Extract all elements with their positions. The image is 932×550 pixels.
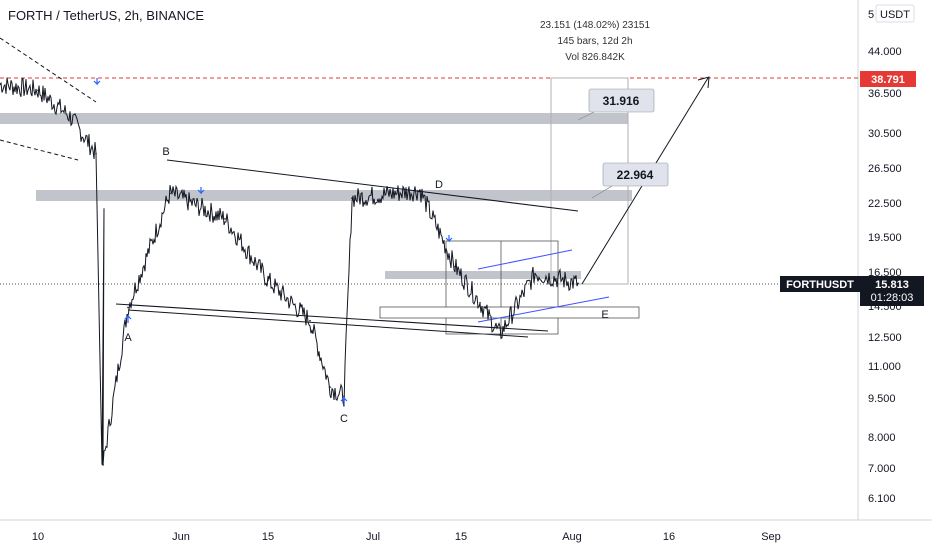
target-box-bg [588, 88, 655, 113]
price-tick-label: 11.000 [868, 361, 901, 373]
wave-label-a: A [124, 332, 132, 344]
symbol-tag [780, 276, 860, 292]
price-point [169, 192, 171, 195]
price-point [479, 302, 481, 304]
channel-dashed-upper [0, 37, 97, 103]
blue-channel-lower [477, 296, 610, 323]
price-point [419, 189, 421, 192]
time-tick-label: 10 [32, 531, 44, 543]
arrow-down-icon [197, 187, 205, 195]
price-point [577, 282, 579, 285]
price-point [499, 333, 501, 336]
time-tick-label: 15 [455, 531, 467, 543]
time-tick-label: Jun [172, 531, 190, 543]
resistance-zone-middle [36, 190, 632, 201]
price-point [534, 272, 536, 275]
price-point [309, 319, 311, 322]
price-tick-label: 26.500 [868, 163, 902, 175]
target-box-bg [602, 162, 669, 187]
price-series [0, 77, 579, 466]
time-tick-label: Sep [761, 531, 781, 543]
price-tick-label: 12.500 [868, 332, 902, 344]
price-tick-label: 7.000 [868, 463, 896, 475]
price-tick-label: 30.500 [868, 128, 902, 140]
current-price-tag [860, 276, 924, 306]
triangle-upper-line [166, 159, 579, 212]
currency-selector[interactable] [875, 4, 915, 23]
price-point [102, 463, 104, 466]
consolidation-box [445, 240, 559, 335]
resistance-zone-upper [0, 113, 628, 124]
arrow-up-icon [124, 314, 132, 323]
measure-volume: Vol 826.842K [565, 52, 625, 63]
triangle-lower-line [115, 303, 549, 332]
channel-dashed-lower [0, 139, 79, 161]
symbol-label: FORTHUSDT [786, 279, 854, 291]
target-price-label: 38.791 [871, 74, 905, 86]
measure-bars: 145 bars, 12d 2h [557, 36, 633, 47]
price-point [127, 306, 129, 309]
time-tick-label: 15 [262, 531, 274, 543]
price-point [224, 217, 226, 220]
target-box-31916[interactable]: 31.916 [577, 88, 655, 121]
countdown-label: 01:28:03 [871, 292, 914, 304]
wave-label-e: E [601, 309, 608, 321]
arrow-up-icon [340, 396, 348, 405]
price-point [69, 115, 71, 118]
triangle-lower-line-2 [127, 309, 529, 338]
price-tick-label: 22.500 [868, 198, 902, 210]
currency-label: USDT [880, 9, 910, 21]
target-box-22964[interactable]: 22.964 [591, 162, 669, 199]
price-point [95, 152, 97, 155]
price-tick-label: 5 [868, 9, 874, 21]
price-tick-label: 6.100 [868, 493, 896, 505]
price-tick-label: 8.000 [868, 432, 896, 444]
target-box-label: 22.964 [617, 168, 654, 182]
time-tick-label: Aug [562, 531, 582, 543]
projection-arrow-head [697, 76, 710, 89]
time-axis-ticks: 10 Jun 15 Jul 15 Aug 16 Sep [32, 531, 781, 543]
price-point [454, 265, 456, 268]
price-tick-label: 36.500 [868, 88, 902, 100]
price-point [329, 386, 331, 388]
price-tick-label: 19.500 [868, 232, 902, 244]
price-point [267, 279, 269, 282]
time-tick-label: 16 [663, 531, 675, 543]
wave-label-d: D [435, 179, 443, 191]
measure-change: 23.151 (148.02%) 23151 [539, 20, 651, 31]
price-point [343, 395, 345, 398]
price-point [0, 83, 1, 86]
target-box-connector [591, 185, 613, 199]
blue-channel-upper [477, 249, 573, 270]
current-price-label: 15.813 [875, 279, 909, 291]
target-box-label: 31.916 [603, 94, 640, 108]
price-line [0, 77, 579, 466]
time-tick-label: Jul [366, 531, 380, 543]
price-tick-label: 9.500 [868, 393, 896, 405]
arrow-down-icon [445, 235, 453, 243]
chart-title: FORTH / TetherUS, 2h, BINANCE [8, 8, 205, 23]
price-point [37, 89, 39, 92]
price-tick-label: 44.000 [868, 46, 902, 58]
target-price-tag [860, 71, 916, 87]
price-point [351, 197, 353, 199]
arrow-down-icon [93, 78, 101, 86]
support-zone [385, 271, 581, 279]
measure-tooltip: 23.151 (148.02%) 23151 145 bars, 12d 2h … [520, 18, 670, 66]
wave-label-c: C [340, 413, 348, 425]
wave-label-b: B [162, 146, 169, 158]
